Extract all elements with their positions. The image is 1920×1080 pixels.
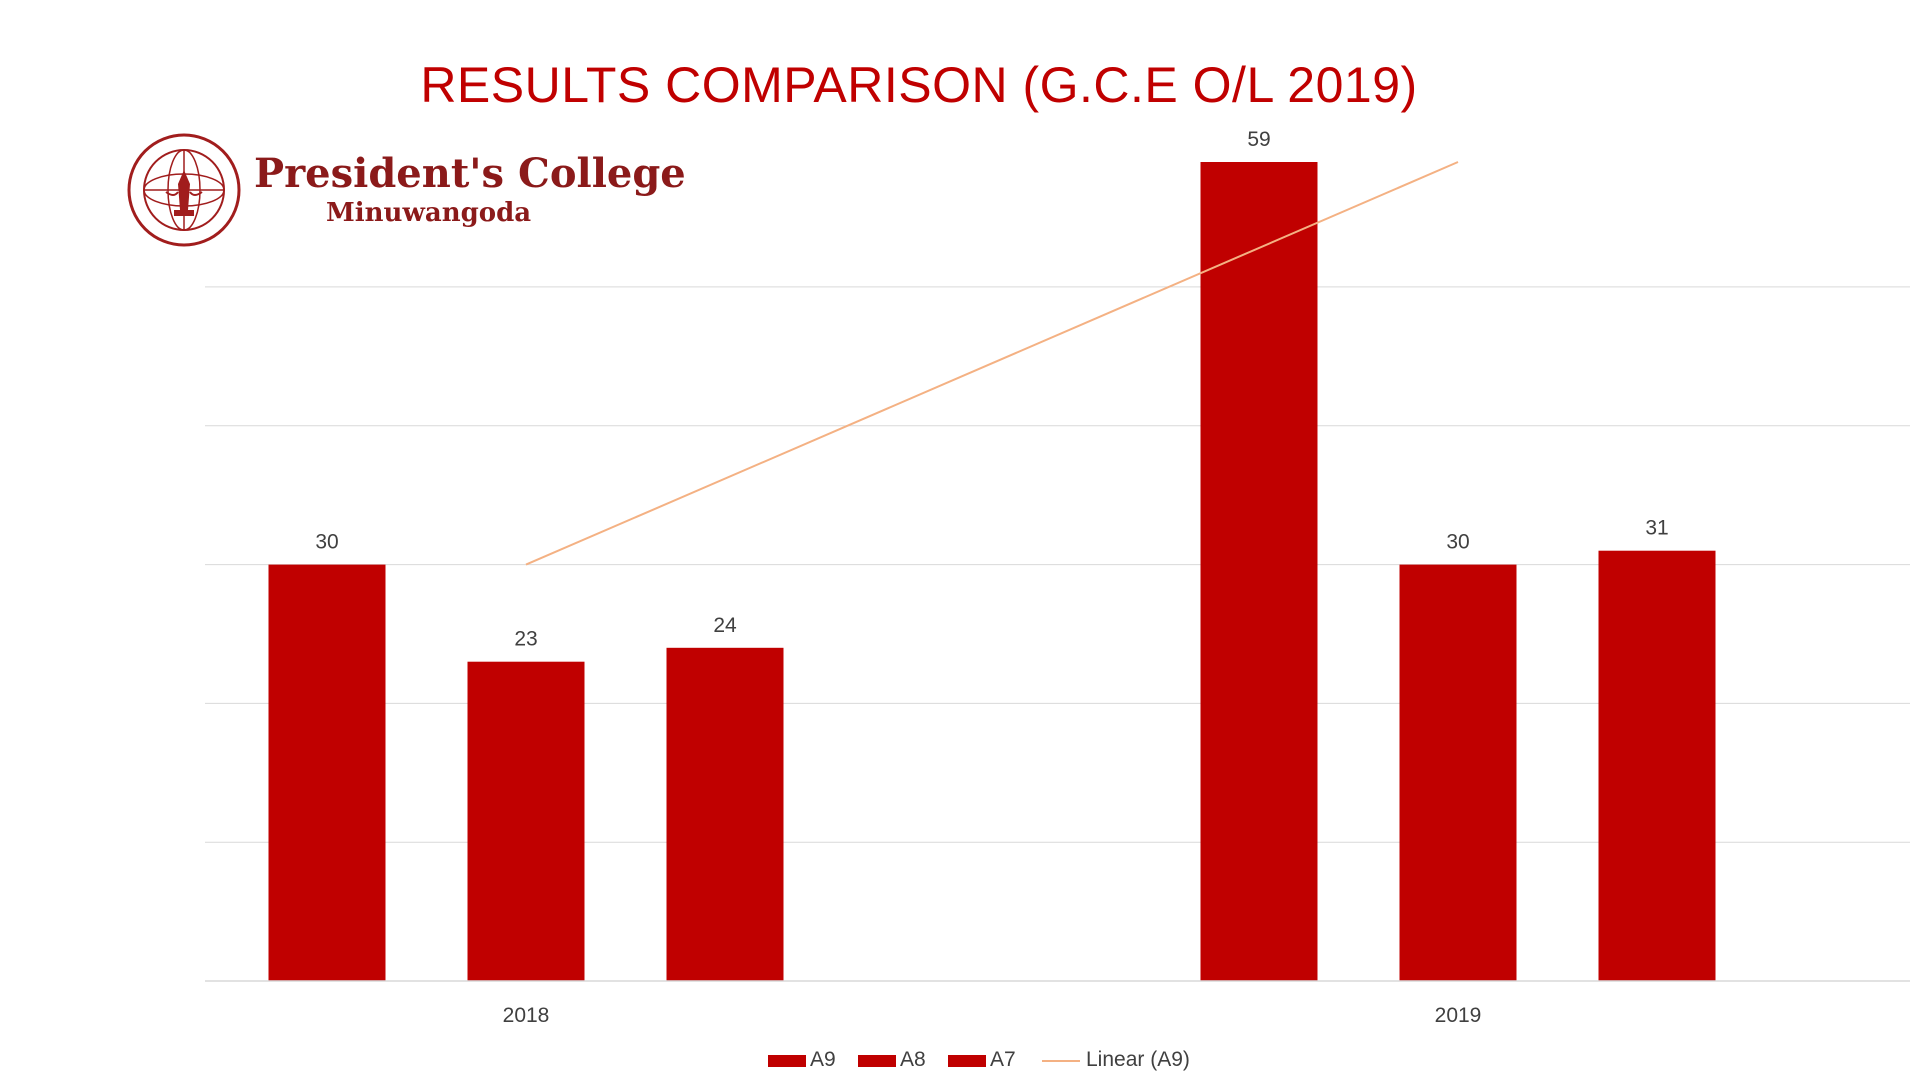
data-label-a9-2018: 30 [315,531,338,554]
legend: A9 A8 A7 Linear (A9) [768,1048,1190,1071]
legend-label-a8: A8 [900,1048,926,1071]
legend-swatch-a7 [948,1055,986,1067]
data-label-a7-2019: 31 [1645,517,1668,540]
category-label-2019: 2019 [1435,1004,1482,1027]
bar-a7-2019 [1598,550,1716,981]
category-label-2018: 2018 [503,1004,550,1027]
bar-a9-2018 [268,564,386,981]
legend-label-a7: A7 [990,1048,1016,1071]
college-logo: President's College Minuwangoda [126,132,686,252]
bar-a8-2018 [467,661,585,981]
data-labels: 30 23 24 59 30 31 [315,128,1668,651]
bar-a8-2019 [1399,564,1517,981]
bar-a7-2018 [666,647,784,981]
x-axis: 2018 2019 [205,980,1910,1027]
bars [268,162,1716,981]
data-label-a8-2018: 23 [514,628,537,651]
college-name: President's College [254,150,686,197]
legend-label-a9: A9 [810,1048,836,1071]
legend-swatch-a9 [768,1055,806,1067]
chart-title: RESULTS COMPARISON (G.C.E O/L 2019) [420,57,1418,113]
college-town: Minuwangoda [326,198,532,228]
trendline [525,161,1459,566]
trendline-a9 [525,161,1459,566]
data-label-a7-2018: 24 [713,614,737,637]
college-seal-icon [127,133,241,247]
bar-a9-2019 [1200,162,1318,981]
legend-swatch-a8 [858,1055,896,1067]
data-label-a9-2019: 59 [1247,128,1270,151]
data-label-a8-2019: 30 [1446,531,1469,554]
legend-label-trendline: Linear (A9) [1086,1048,1190,1071]
